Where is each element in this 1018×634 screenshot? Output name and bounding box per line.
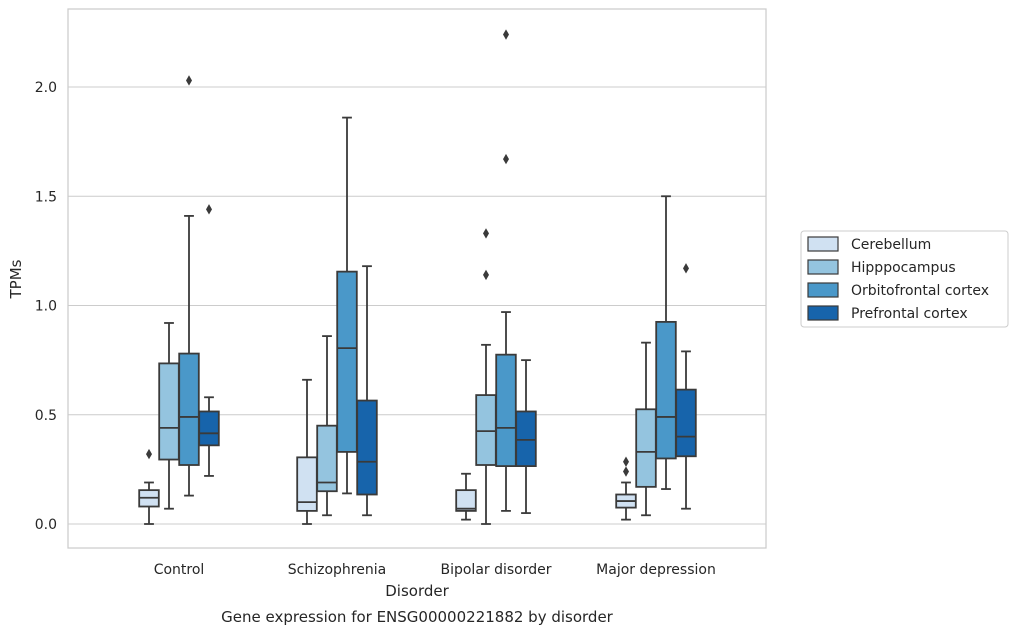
outlier-point — [683, 263, 689, 274]
y-tick-label: 0.0 — [35, 517, 57, 533]
x-tick-label: Control — [154, 562, 205, 578]
box-orbitofrontal-cortex — [336, 116, 358, 495]
outlier-point — [206, 204, 212, 215]
box-cerebellum — [455, 472, 477, 521]
legend-swatch — [807, 305, 839, 321]
outlier-point — [483, 228, 489, 239]
outlier-point — [623, 466, 629, 477]
legend-frame — [800, 230, 1009, 328]
legend-swatch — [807, 282, 839, 298]
y-tick-labels: 0.0 0.5 1.0 1.5 2.0 — [35, 80, 57, 533]
y-tick-label: 0.5 — [35, 408, 57, 424]
x-tick-label: Schizophrenia — [288, 562, 386, 578]
box-iqr — [336, 270, 358, 453]
outlier-point — [503, 153, 509, 165]
legend: Cerebellum Hipppocampus Orbitofrontal cort… — [800, 230, 1009, 328]
box-iqr — [158, 362, 180, 461]
box-iqr — [515, 410, 537, 467]
box-series — [138, 29, 697, 525]
legend-label: Prefrontal cortex — [851, 306, 968, 322]
box-cerebellum — [138, 448, 160, 525]
x-tick-label: Major depression — [596, 562, 716, 578]
y-tick-label: 1.0 — [35, 299, 57, 315]
box-iqr — [356, 399, 378, 496]
legend-swatch — [807, 236, 839, 252]
box-iqr — [455, 489, 477, 512]
x-axis-title: Disorder — [385, 582, 449, 600]
legend-swatch — [807, 259, 839, 275]
legend-label: Cerebellum — [851, 237, 931, 253]
chart-caption: Gene expression for ENSG00000221882 by d… — [221, 608, 614, 626]
y-tick-label: 1.5 — [35, 189, 57, 205]
outlier-point — [146, 448, 152, 460]
y-tick-label: 2.0 — [35, 80, 57, 96]
outlier-point — [623, 456, 629, 467]
outlier-point — [186, 75, 192, 86]
box-orbitofrontal-cortex — [495, 29, 517, 512]
box-iqr — [495, 353, 517, 467]
x-tick-label: Bipolar disorder — [440, 562, 551, 578]
box-iqr — [475, 394, 497, 466]
legend-label: Orbitofrontal cortex — [851, 283, 989, 299]
x-tick-labels: Control Schizophrenia Bipolar disorder Majo… — [154, 562, 716, 578]
box-prefrontal-cortex — [198, 204, 220, 477]
plot-frame — [67, 8, 767, 549]
box-cerebellum — [296, 378, 318, 525]
box-iqr — [316, 424, 338, 493]
outlier-point — [483, 269, 489, 281]
box-hipppocampus — [635, 341, 657, 517]
box-orbitofrontal-cortex — [178, 75, 200, 497]
box-iqr — [178, 352, 200, 466]
box-cerebellum — [615, 456, 637, 521]
box-hipppocampus — [316, 335, 338, 517]
box-prefrontal-cortex — [515, 359, 537, 514]
y-axis-title: TPMs — [7, 259, 25, 299]
box-iqr — [635, 408, 657, 488]
box-prefrontal-cortex — [675, 263, 697, 510]
legend-label: Hipppocampus — [851, 260, 956, 276]
box-iqr — [675, 388, 697, 458]
box-iqr — [655, 320, 677, 460]
box-iqr — [198, 410, 220, 447]
outlier-point — [503, 29, 509, 40]
plot-background — [68, 9, 766, 548]
box-prefrontal-cortex — [356, 265, 378, 517]
